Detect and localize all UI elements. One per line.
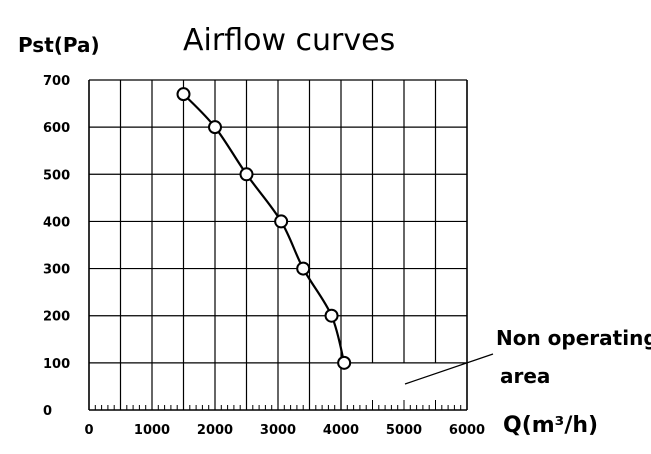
x-tick-3000: 3000 [260,423,296,438]
y-tick-500: 500 [43,168,70,183]
data-point-2 [239,167,254,182]
y-tick-600: 600 [43,121,70,136]
axes [88,80,468,411]
x-tick-5000: 5000 [386,423,422,438]
data-point-3 [274,214,289,229]
series-line [182,93,346,364]
y-tick-300: 300 [43,263,70,278]
data-points [176,87,352,370]
grid-lines [89,79,467,410]
y-tick-labels: 0 100 200 300 400 500 600 700 [43,74,70,419]
x-tick-labels: 0 1000 2000 3000 4000 5000 6000 [84,423,485,438]
data-point-4 [296,261,311,276]
data-point-5 [324,308,339,323]
y-tick-0: 0 [43,404,52,419]
data-point-0 [176,87,191,102]
data-point-1 [208,120,222,135]
y-tick-100: 100 [43,357,70,372]
x-tick-2000: 2000 [197,423,233,438]
x-axis-label: Q(m³/h) [503,413,598,438]
y-axis-label: Pst(Pa) [18,33,100,57]
annotation-label-line2: area [500,364,550,388]
x-tick-0: 0 [84,423,93,438]
x-tick-4000: 4000 [323,423,359,438]
data-point-6 [337,355,352,370]
minor-ticks [88,400,468,410]
x-tick-6000: 6000 [449,423,485,438]
x-tick-1000: 1000 [134,423,170,438]
y-tick-400: 400 [43,215,70,230]
y-tick-700: 700 [43,74,70,89]
y-tick-200: 200 [43,310,70,325]
chart-title: Airflow curves [183,23,395,58]
annotation-label-line1: Non operating [496,326,651,350]
annotation-leader-line [404,353,494,385]
non-operating-annotation: Non operating area [404,326,651,388]
